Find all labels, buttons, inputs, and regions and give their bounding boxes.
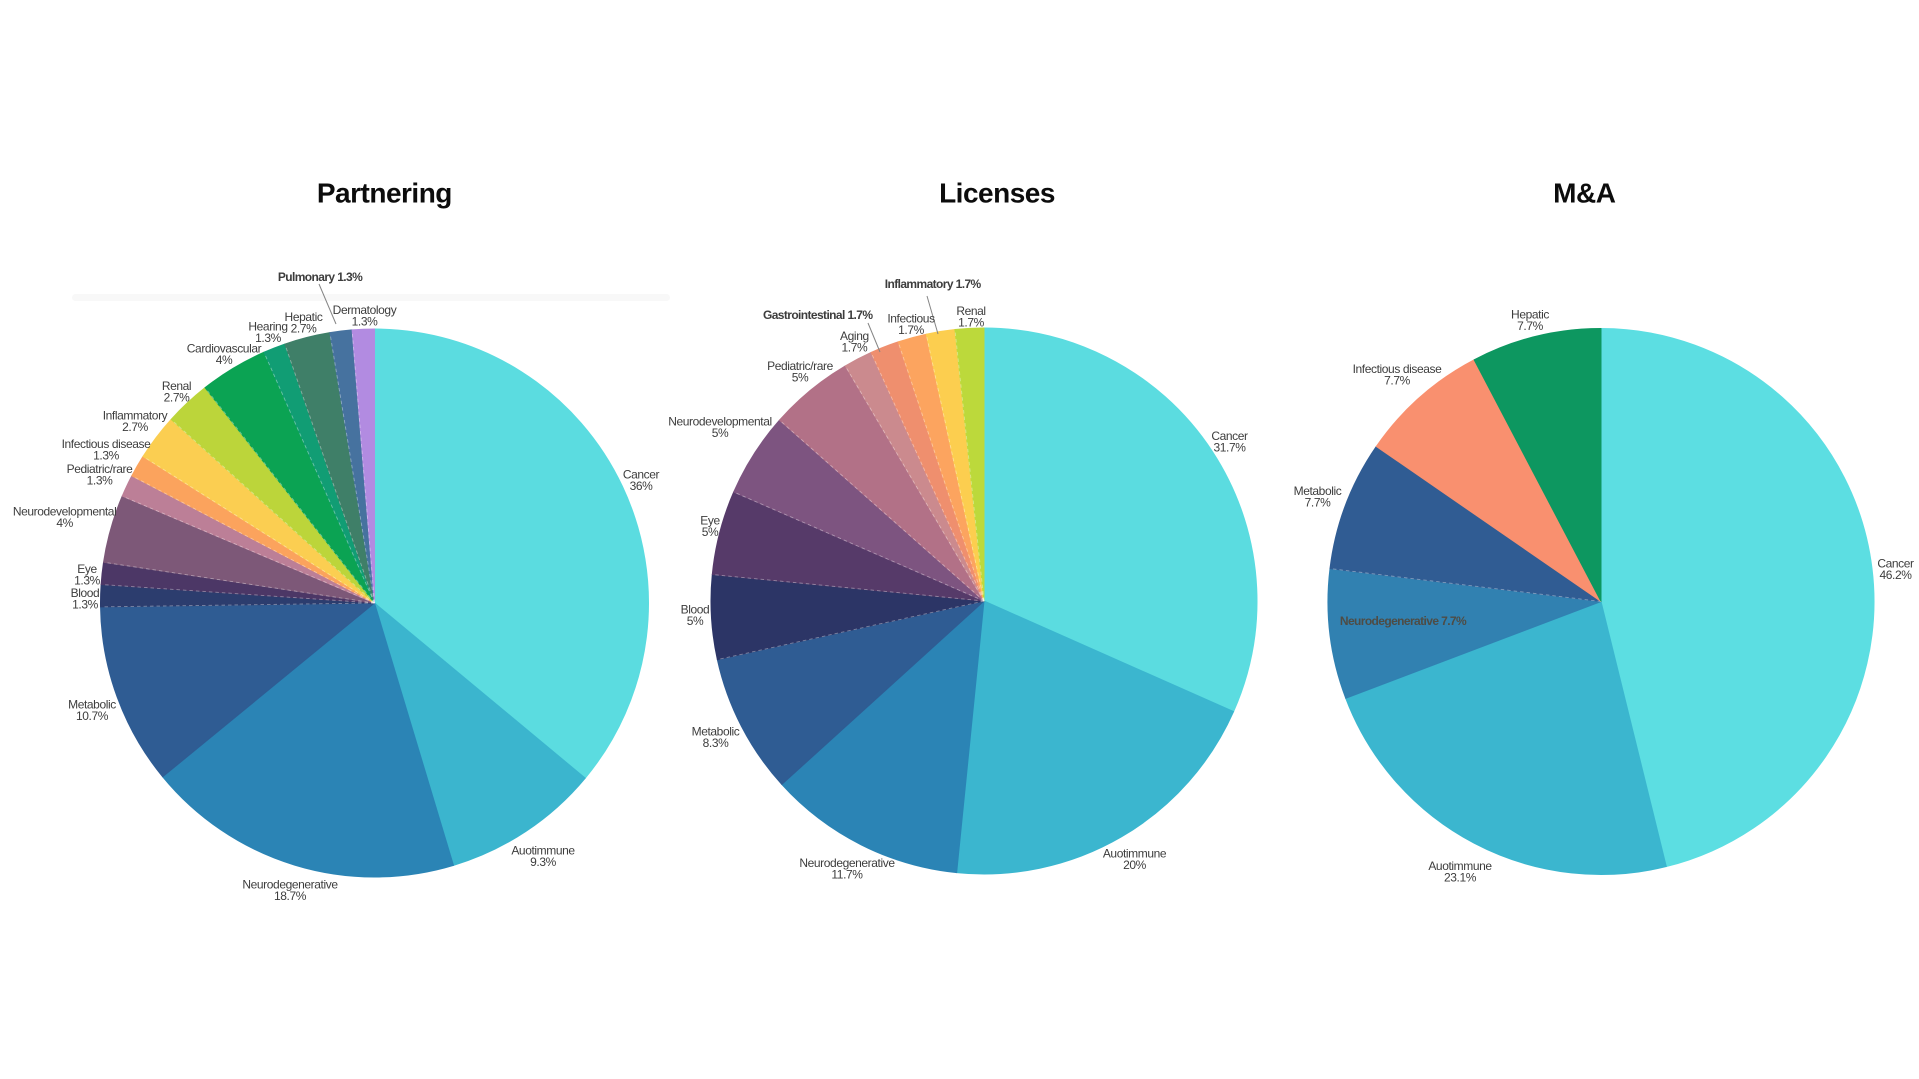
svg-text:M&A: M&A	[1553, 178, 1616, 209]
svg-text:Partnering: Partnering	[317, 178, 452, 209]
svg-text:Neurodegenerative 7.7%: Neurodegenerative 7.7%	[1340, 614, 1467, 628]
svg-text:Licenses: Licenses	[939, 178, 1055, 209]
svg-text:Gastrointestinal 1.7%: Gastrointestinal 1.7%	[763, 308, 873, 322]
svg-text:Inflammatory 1.7%: Inflammatory 1.7%	[885, 277, 982, 291]
svg-text:Pulmonary 1.3%: Pulmonary 1.3%	[278, 270, 363, 284]
